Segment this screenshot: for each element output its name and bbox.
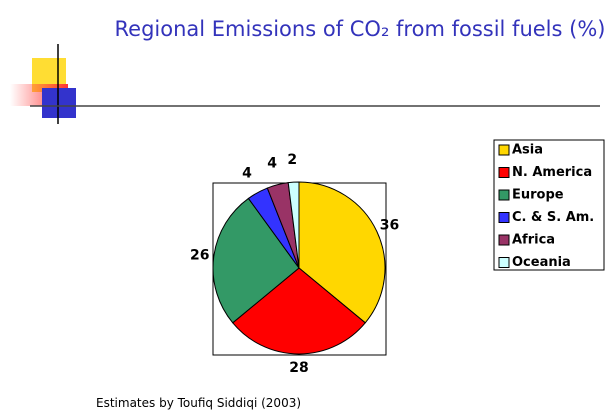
legend-swatch xyxy=(498,189,510,201)
legend-label: Africa xyxy=(512,233,555,248)
footnote: Estimates by Toufiq Siddiqi (2003) xyxy=(96,396,302,410)
legend-label: Europe xyxy=(512,188,564,203)
chart-title: Regional Emissions of CO₂ from fossil fu… xyxy=(114,17,606,41)
legend-swatch xyxy=(498,212,510,223)
legend-box xyxy=(493,139,605,271)
pie-slice xyxy=(287,181,300,269)
data-label: 26 xyxy=(190,247,209,263)
legend-label: N. America xyxy=(512,165,592,180)
legend-swatch xyxy=(498,234,510,246)
data-label: 2 xyxy=(287,152,297,168)
deco-blue xyxy=(42,88,76,118)
pie-slice xyxy=(232,267,366,355)
legend-label: C. & S. Am. xyxy=(512,210,594,225)
legend-swatch xyxy=(498,144,510,156)
legend-label: Asia xyxy=(512,143,543,158)
data-label: 28 xyxy=(289,360,308,376)
data-label: 4 xyxy=(242,165,252,181)
legend-label: Oceania xyxy=(512,255,571,270)
pie-slice xyxy=(298,181,386,324)
data-label: 36 xyxy=(380,217,399,233)
legend-swatch xyxy=(498,167,510,178)
pie-slice xyxy=(212,197,300,324)
legend-swatch xyxy=(498,257,510,268)
data-label: 4 xyxy=(267,155,277,171)
